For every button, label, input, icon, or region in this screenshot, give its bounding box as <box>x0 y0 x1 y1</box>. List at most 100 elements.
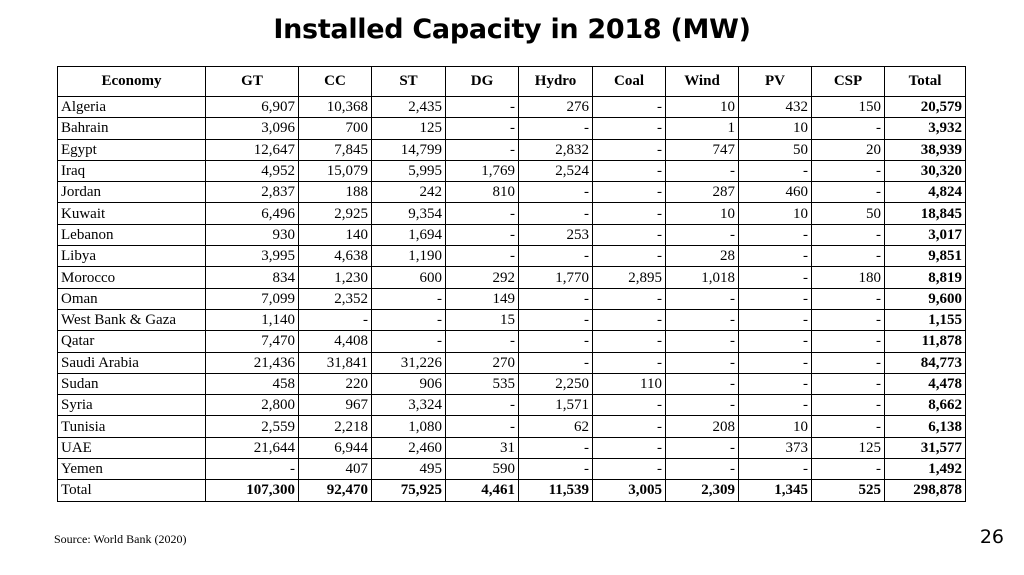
value-cell: 15,079 <box>298 159 372 183</box>
value-cell: - <box>371 330 446 353</box>
value-cell: - <box>811 415 885 438</box>
value-cell: 2,837 <box>205 181 299 204</box>
value-cell: 2,218 <box>298 415 372 438</box>
economy-cell: UAE <box>57 436 206 460</box>
value-cell: 92,470 <box>298 479 372 502</box>
value-cell: 1,492 <box>884 458 966 481</box>
value-cell: - <box>592 458 666 481</box>
value-cell: - <box>518 330 593 353</box>
value-cell: 1,080 <box>371 415 446 438</box>
value-cell: 2,524 <box>518 159 593 183</box>
economy-cell: Algeria <box>57 95 206 119</box>
value-cell: 30,320 <box>884 159 966 183</box>
value-cell: 1,770 <box>518 266 593 289</box>
value-cell: 810 <box>445 181 519 204</box>
slide-title: Installed Capacity in 2018 (MW) <box>273 14 751 45</box>
value-cell: 31,226 <box>371 351 446 374</box>
value-cell: 31 <box>445 436 519 460</box>
value-cell: 31,577 <box>884 436 966 460</box>
value-cell: - <box>518 436 593 460</box>
value-cell: - <box>665 330 739 353</box>
value-cell: - <box>738 330 812 353</box>
table-row: Syria 2,800 967 3,324-1,571- - - -8,662 <box>57 394 966 417</box>
value-cell: 6,907 <box>205 95 299 119</box>
value-cell: 242 <box>371 181 446 204</box>
value-cell: 28 <box>665 245 739 268</box>
table-row: Qatar 7,470 4,408- - - - - - -11,878 <box>57 330 966 353</box>
economy-cell: Lebanon <box>57 223 206 247</box>
value-cell: 10 <box>738 202 812 225</box>
value-cell: 2,800 <box>205 394 299 417</box>
value-cell: - <box>592 436 666 460</box>
value-cell: 18,845 <box>884 202 966 225</box>
value-cell: 8,819 <box>884 266 966 289</box>
value-cell: - <box>445 202 519 225</box>
value-cell: - <box>738 308 812 332</box>
value-cell: 6,496 <box>205 202 299 225</box>
value-cell: 7,099 <box>205 287 299 310</box>
value-cell: - <box>518 245 593 268</box>
value-cell: 21,644 <box>205 436 299 460</box>
value-cell: 11,539 <box>518 479 593 502</box>
value-cell: 10,368 <box>298 95 372 119</box>
value-cell: - <box>518 202 593 225</box>
value-cell: 20 <box>811 138 885 161</box>
economy-cell: Libya <box>57 245 206 268</box>
value-cell: 21,436 <box>205 351 299 374</box>
economy-cell: Morocco <box>57 266 206 289</box>
value-cell: - <box>738 245 812 268</box>
value-cell: - <box>811 223 885 247</box>
value-cell: - <box>592 245 666 268</box>
table-row: Yemen -407 495 590- - - - -1,492 <box>57 458 966 481</box>
table-row: Libya 3,995 4,638 1,190- - -28- -9,851 <box>57 245 966 268</box>
value-cell: - <box>592 117 666 140</box>
value-cell: - <box>592 223 666 247</box>
value-cell: 2,250 <box>518 372 593 396</box>
value-cell: - <box>592 394 666 417</box>
value-cell: - <box>811 394 885 417</box>
value-cell: - <box>738 223 812 247</box>
value-cell: 407 <box>298 458 372 481</box>
value-cell: - <box>371 308 446 332</box>
value-cell: 2,460 <box>371 436 446 460</box>
value-cell: 50 <box>811 202 885 225</box>
economy-cell: Oman <box>57 287 206 310</box>
value-cell: 10 <box>665 202 739 225</box>
value-cell: - <box>738 287 812 310</box>
table-body: Algeria 6,907 10,368 2,435-276-10 432 150 20,5… <box>57 95 966 502</box>
value-cell: - <box>592 308 666 332</box>
value-cell: 220 <box>298 372 372 396</box>
value-cell: 276 <box>518 95 593 119</box>
value-cell: 140 <box>298 223 372 247</box>
table-row: Morocco 834 1,230 600 292 1,770 2,895 1,018-180… <box>57 266 966 289</box>
value-cell: - <box>665 436 739 460</box>
economy-cell: Tunisia <box>57 415 206 438</box>
economy-cell: Yemen <box>57 458 206 481</box>
value-cell: - <box>665 287 739 310</box>
value-cell: - <box>811 372 885 396</box>
value-cell: 1,769 <box>445 159 519 183</box>
table-row: Tunisia 2,559 2,218 1,080-62-208 10-6,138 <box>57 415 966 438</box>
value-cell: 50 <box>738 138 812 161</box>
value-cell: 1,571 <box>518 394 593 417</box>
value-cell: - <box>518 458 593 481</box>
value-cell: - <box>518 181 593 204</box>
value-cell: - <box>665 223 739 247</box>
value-cell: 75,925 <box>371 479 446 502</box>
column-header: GT <box>205 66 299 97</box>
value-cell: 2,435 <box>371 95 446 119</box>
source-note: Source: World Bank (2020) <box>54 532 187 546</box>
value-cell: 4,824 <box>884 181 966 204</box>
value-cell: 107,300 <box>205 479 299 502</box>
value-cell: - <box>592 159 666 183</box>
value-cell: 1,155 <box>884 308 966 332</box>
value-cell: 4,408 <box>298 330 372 353</box>
value-cell: - <box>811 351 885 374</box>
value-cell: - <box>738 266 812 289</box>
table-row: Algeria 6,907 10,368 2,435-276-10 432 150 20,5… <box>57 95 966 119</box>
value-cell: 31,841 <box>298 351 372 374</box>
value-cell: - <box>445 394 519 417</box>
column-header: Wind <box>665 66 739 97</box>
economy-cell: Syria <box>57 394 206 417</box>
value-cell: 7,470 <box>205 330 299 353</box>
